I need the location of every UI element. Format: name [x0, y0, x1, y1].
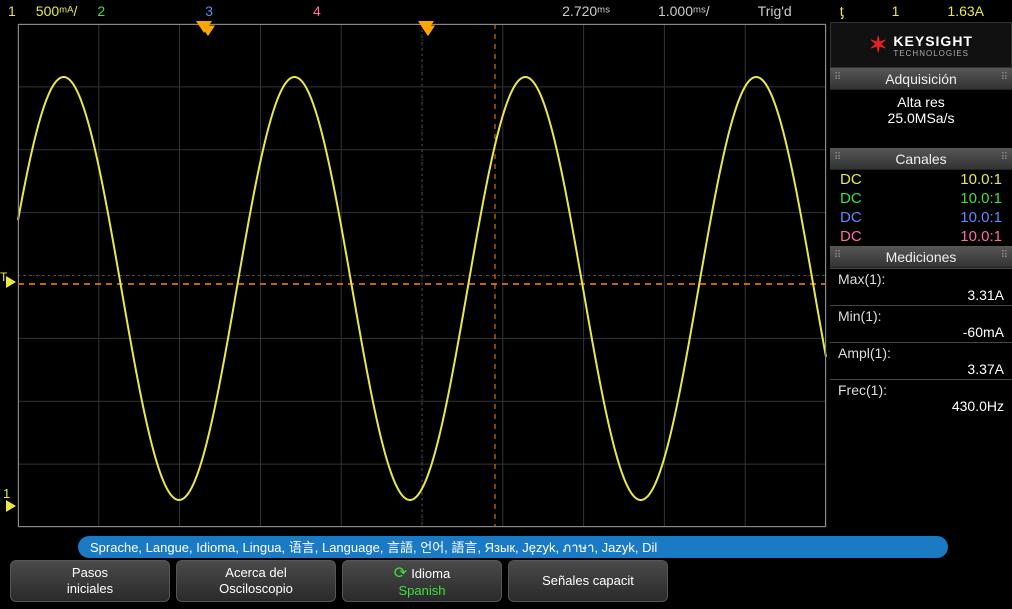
ch4-number: 4	[313, 3, 321, 19]
main-area: T 1 ✶ KEYSIGHT TECHNOLOGIES Adquisición …	[0, 22, 1012, 530]
measurements-body: Max(1):3.31AMin(1):-60mAAmpl(1):3.37AFre…	[830, 268, 1012, 416]
ground-label: 1	[3, 486, 10, 501]
channel-ratio: 10.0:1	[960, 171, 1002, 188]
softkey-row: PasosinicialesAcerca delOsciloscopio⟳Idi…	[10, 560, 668, 602]
brand-name: KEYSIGHT	[893, 33, 973, 49]
measurement-value: 3.31A	[838, 287, 1004, 303]
ch3-number: 3	[205, 3, 213, 19]
ground-arrow-icon	[6, 500, 16, 512]
channel-row[interactable]: DC 10.0:1	[830, 170, 1012, 189]
trigger-edge-icon: ƫ	[840, 3, 844, 19]
refresh-icon: ⟳	[394, 565, 407, 582]
touch-signals-button[interactable]: Señales capacit	[508, 560, 668, 602]
channel-ratio: 10.0:1	[960, 190, 1002, 207]
softkey-line1: Acerca del	[225, 565, 286, 581]
acquisition-mode: Alta res	[836, 94, 1006, 110]
graticule[interactable]: T 1	[0, 22, 830, 530]
softkey-line1: ⟳Idioma	[394, 564, 450, 583]
channel-row[interactable]: DC 10.0:1	[830, 189, 1012, 208]
brand-sub: TECHNOLOGIES	[893, 49, 973, 58]
softkey-line1: Pasos	[72, 565, 108, 581]
ch1-scale: 500ᵐᴬ/	[36, 3, 78, 19]
measurement-value: 3.37A	[838, 361, 1004, 377]
channel-ratio: 10.0:1	[960, 209, 1002, 226]
channel-row[interactable]: DC 10.0:1	[830, 227, 1012, 246]
trigger-level-arrow-icon	[6, 276, 16, 288]
channels-body: DC 10.0:1 DC 10.0:1 DC 10.0:1 DC 10.0:1	[830, 170, 1012, 246]
measurement-item[interactable]: Frec(1):430.0Hz	[830, 379, 1012, 416]
measurement-item[interactable]: Max(1):3.31A	[830, 268, 1012, 305]
channels-header[interactable]: Canales	[830, 148, 1012, 170]
trigger-channel: 1	[892, 3, 900, 19]
channel-coupling: DC	[840, 171, 862, 188]
measurement-label: Ampl(1):	[838, 345, 891, 361]
sample-rate: 25.0MSa/s	[836, 110, 1006, 126]
acquisition-body: Alta res 25.0MSa/s	[830, 90, 1012, 130]
time-marker-center	[196, 21, 212, 33]
trigger-status: Trig'd	[758, 3, 792, 19]
ch1-number: 1	[8, 3, 16, 19]
channel-row[interactable]: DC 10.0:1	[830, 208, 1012, 227]
measurement-item[interactable]: Ampl(1):3.37A	[830, 342, 1012, 379]
acquisition-header[interactable]: Adquisición	[830, 68, 1012, 90]
keysight-mark-icon: ✶	[869, 32, 887, 58]
measurement-label: Max(1):	[838, 271, 885, 287]
top-status-bar: 1 500ᵐᴬ/ 2 3 4 2.720ᵐˢ 1.000ᵐˢ/ Trig'd ƫ…	[0, 0, 1012, 22]
measurement-value: 430.0Hz	[838, 398, 1004, 414]
measurement-item[interactable]: Min(1):-60mA	[830, 305, 1012, 342]
language-ticker: Sprache, Langue, Idioma, Lingua, 语言, Lan…	[78, 536, 948, 558]
measurement-label: Min(1):	[838, 308, 882, 324]
measurement-label: Frec(1):	[838, 382, 887, 398]
measurements-header[interactable]: Mediciones	[830, 246, 1012, 268]
softkey-line1: Señales capacit	[542, 573, 634, 589]
language-button[interactable]: ⟳IdiomaSpanish	[342, 560, 502, 602]
measurement-value: -60mA	[838, 324, 1004, 340]
channel-ratio: 10.0:1	[960, 228, 1002, 245]
channel-coupling: DC	[840, 190, 862, 207]
softkey-line2: Osciloscopio	[219, 581, 293, 597]
graticule-border	[18, 24, 826, 527]
initial-steps-button[interactable]: Pasosiniciales	[10, 560, 170, 602]
brand-logo: ✶ KEYSIGHT TECHNOLOGIES	[830, 22, 1012, 68]
time-per-div: 1.000ᵐˢ/	[658, 3, 710, 19]
time-marker-ref	[418, 21, 434, 33]
channel-coupling: DC	[840, 228, 862, 245]
softkey-line2: Spanish	[399, 583, 446, 599]
time-position: 2.720ᵐˢ	[562, 3, 610, 19]
ch2-number: 2	[97, 3, 105, 19]
about-scope-button[interactable]: Acerca delOsciloscopio	[176, 560, 336, 602]
sidebar: ✶ KEYSIGHT TECHNOLOGIES Adquisición Alta…	[830, 22, 1012, 530]
softkey-line2: iniciales	[67, 581, 113, 597]
channel-coupling: DC	[840, 209, 862, 226]
trigger-level: 1.63A	[947, 3, 984, 19]
